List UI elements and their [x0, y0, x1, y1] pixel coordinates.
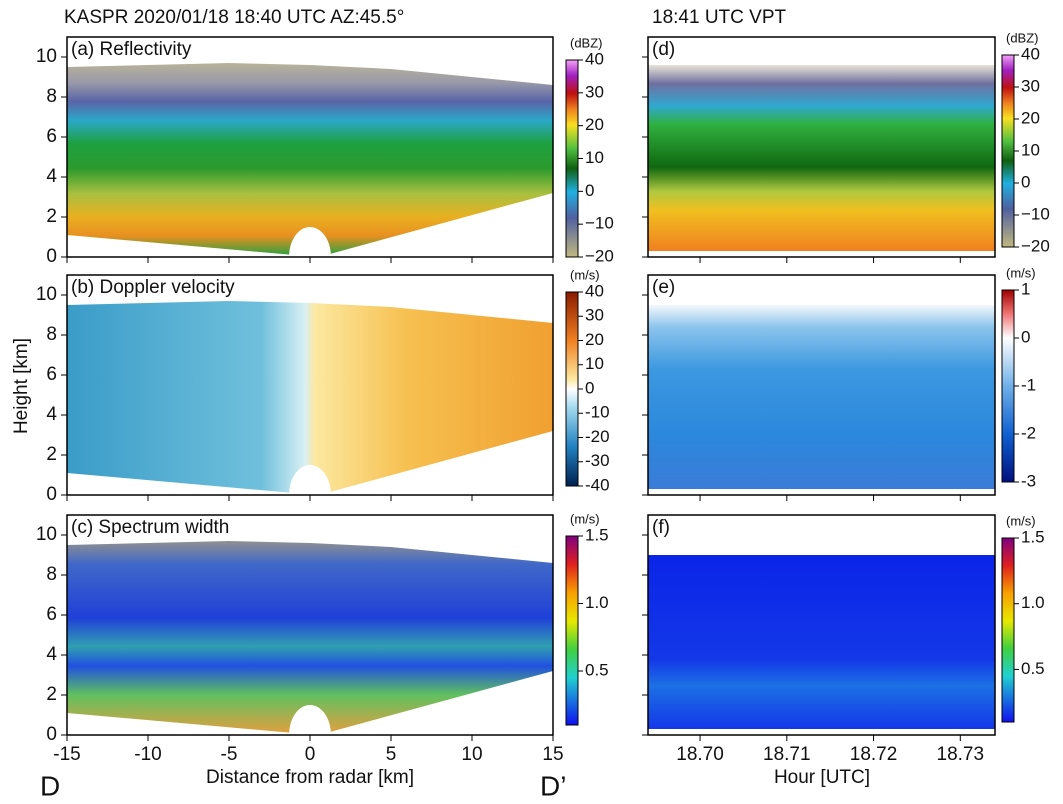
- radar-field: [648, 555, 995, 729]
- x-tick-label: 5: [386, 744, 397, 765]
- y-tick-label: 10: [36, 284, 57, 305]
- radar-field: [67, 301, 553, 493]
- colorbar-tick-label: 1.5: [1021, 527, 1045, 546]
- colorbar: [565, 291, 579, 487]
- left-title: KASPR 2020/01/18 18:40 UTC AZ:45.5°: [64, 7, 404, 28]
- x-tick-label: -5: [221, 744, 238, 765]
- colorbar-tick-label: 1: [1021, 279, 1030, 298]
- y-tick-label: 4: [46, 404, 57, 425]
- panel-label: (d): [652, 39, 675, 60]
- colorbar-tick-label: 10: [1021, 140, 1040, 159]
- y-tick-label: 10: [36, 46, 57, 67]
- y-tick-label: 6: [46, 364, 57, 385]
- x-tick-label: -10: [134, 744, 161, 765]
- colorbar-tick-label: 1.5: [585, 525, 609, 544]
- colorbar-tick-label: -20: [585, 427, 610, 446]
- x-tick-label: 15: [542, 744, 563, 765]
- y-tick-label: 8: [46, 324, 57, 345]
- x-tick-label: 18.72: [850, 744, 898, 765]
- colorbar: [1001, 537, 1015, 723]
- colorbar: [565, 59, 579, 258]
- colorbar: [565, 535, 579, 726]
- colorbar-tick-label: -10: [585, 403, 610, 422]
- colorbar-unit: (m/s): [1006, 513, 1036, 528]
- colorbar-tick-label: −20: [585, 246, 614, 265]
- colorbar-tick-label: 30: [585, 306, 604, 325]
- y-tick-label: 0: [46, 724, 57, 745]
- panel-frame: [647, 274, 996, 496]
- colorbar-tick-label: −10: [1021, 204, 1050, 223]
- y-tick-label: 8: [46, 564, 57, 585]
- panel-label: (b) Doppler velocity: [71, 277, 235, 298]
- panel-label: (a) Reflectivity: [71, 39, 192, 60]
- colorbar-tick-label: -3: [1021, 471, 1036, 490]
- colorbar-tick-label: 0: [585, 181, 594, 200]
- y-tick-label: 4: [46, 166, 57, 187]
- panel-frame: [647, 514, 996, 736]
- colorbar-tick-label: -40: [585, 475, 610, 494]
- section-label: D: [40, 770, 60, 801]
- y-tick-label: 4: [46, 644, 57, 665]
- radar-field: [67, 63, 553, 255]
- x-tick-label: 10: [461, 744, 482, 765]
- colorbar-tick-label: 1.0: [1021, 593, 1045, 612]
- colorbar-tick-label: 0: [585, 378, 594, 397]
- x-tick-label: 18.73: [937, 744, 985, 765]
- colorbar-unit: (dBZ): [1006, 30, 1039, 45]
- colorbar-unit: (m/s): [1006, 265, 1036, 280]
- colorbar-tick-label: 10: [585, 354, 604, 373]
- y-tick-label: 10: [36, 524, 57, 545]
- x-axis-label: Hour [UTC]: [774, 767, 870, 788]
- colorbar-unit: (m/s): [570, 267, 600, 282]
- colorbar-tick-label: 30: [585, 82, 604, 101]
- colorbar-tick-label: −20: [1021, 236, 1050, 255]
- y-tick-label: 0: [46, 484, 57, 505]
- colorbar-tick-label: −10: [585, 214, 614, 233]
- colorbar-unit: (m/s): [570, 511, 600, 526]
- colorbar-tick-label: 0.5: [585, 660, 609, 679]
- y-tick-label: 6: [46, 126, 57, 147]
- section-label: D’: [540, 770, 566, 801]
- colorbar: [1001, 289, 1015, 483]
- panel-label: (e): [652, 277, 675, 298]
- x-axis-label: Distance from radar [km]: [206, 767, 414, 788]
- panel-label: (c) Spectrum width: [71, 517, 229, 538]
- right-title: 18:41 UTC VPT: [652, 7, 786, 28]
- x-tick-label: 18.70: [676, 744, 724, 765]
- colorbar-tick-label: 20: [1021, 108, 1040, 127]
- x-tick-label: 0: [305, 744, 316, 765]
- colorbar-tick-label: 20: [585, 330, 604, 349]
- colorbar-tick-label: 40: [585, 281, 604, 300]
- radar-field: [67, 541, 553, 733]
- colorbar-tick-label: 1.0: [585, 593, 609, 612]
- y-tick-label: 8: [46, 86, 57, 107]
- colorbar-tick-label: 30: [1021, 76, 1040, 95]
- colorbar-tick-label: 0: [1021, 327, 1030, 346]
- colorbar: [1001, 54, 1015, 248]
- y-tick-label: 2: [46, 684, 57, 705]
- radar-field: [648, 305, 995, 489]
- colorbar-tick-label: 0: [1021, 172, 1030, 191]
- panel-label: (f): [652, 517, 670, 538]
- colorbar-tick-label: 40: [585, 49, 604, 68]
- colorbar-tick-label: 20: [585, 115, 604, 134]
- colorbar-tick-label: -30: [585, 451, 610, 470]
- y-tick-label: 0: [46, 246, 57, 267]
- colorbar-tick-label: 10: [585, 148, 604, 167]
- colorbar-tick-label: 0.5: [1021, 659, 1045, 678]
- x-tick-label: -15: [53, 744, 80, 765]
- x-tick-label: 18.71: [763, 744, 811, 765]
- colorbar-tick-label: -1: [1021, 375, 1036, 394]
- colorbar-tick-label: 40: [1021, 44, 1040, 63]
- panel-frame: [647, 36, 996, 258]
- y-tick-label: 2: [46, 206, 57, 227]
- y-axis-label: Height [km]: [11, 338, 32, 434]
- y-tick-label: 2: [46, 444, 57, 465]
- colorbar-unit: (dBZ): [570, 35, 603, 50]
- radar-field: [648, 65, 995, 251]
- colorbar-tick-label: -2: [1021, 423, 1036, 442]
- y-tick-label: 6: [46, 604, 57, 625]
